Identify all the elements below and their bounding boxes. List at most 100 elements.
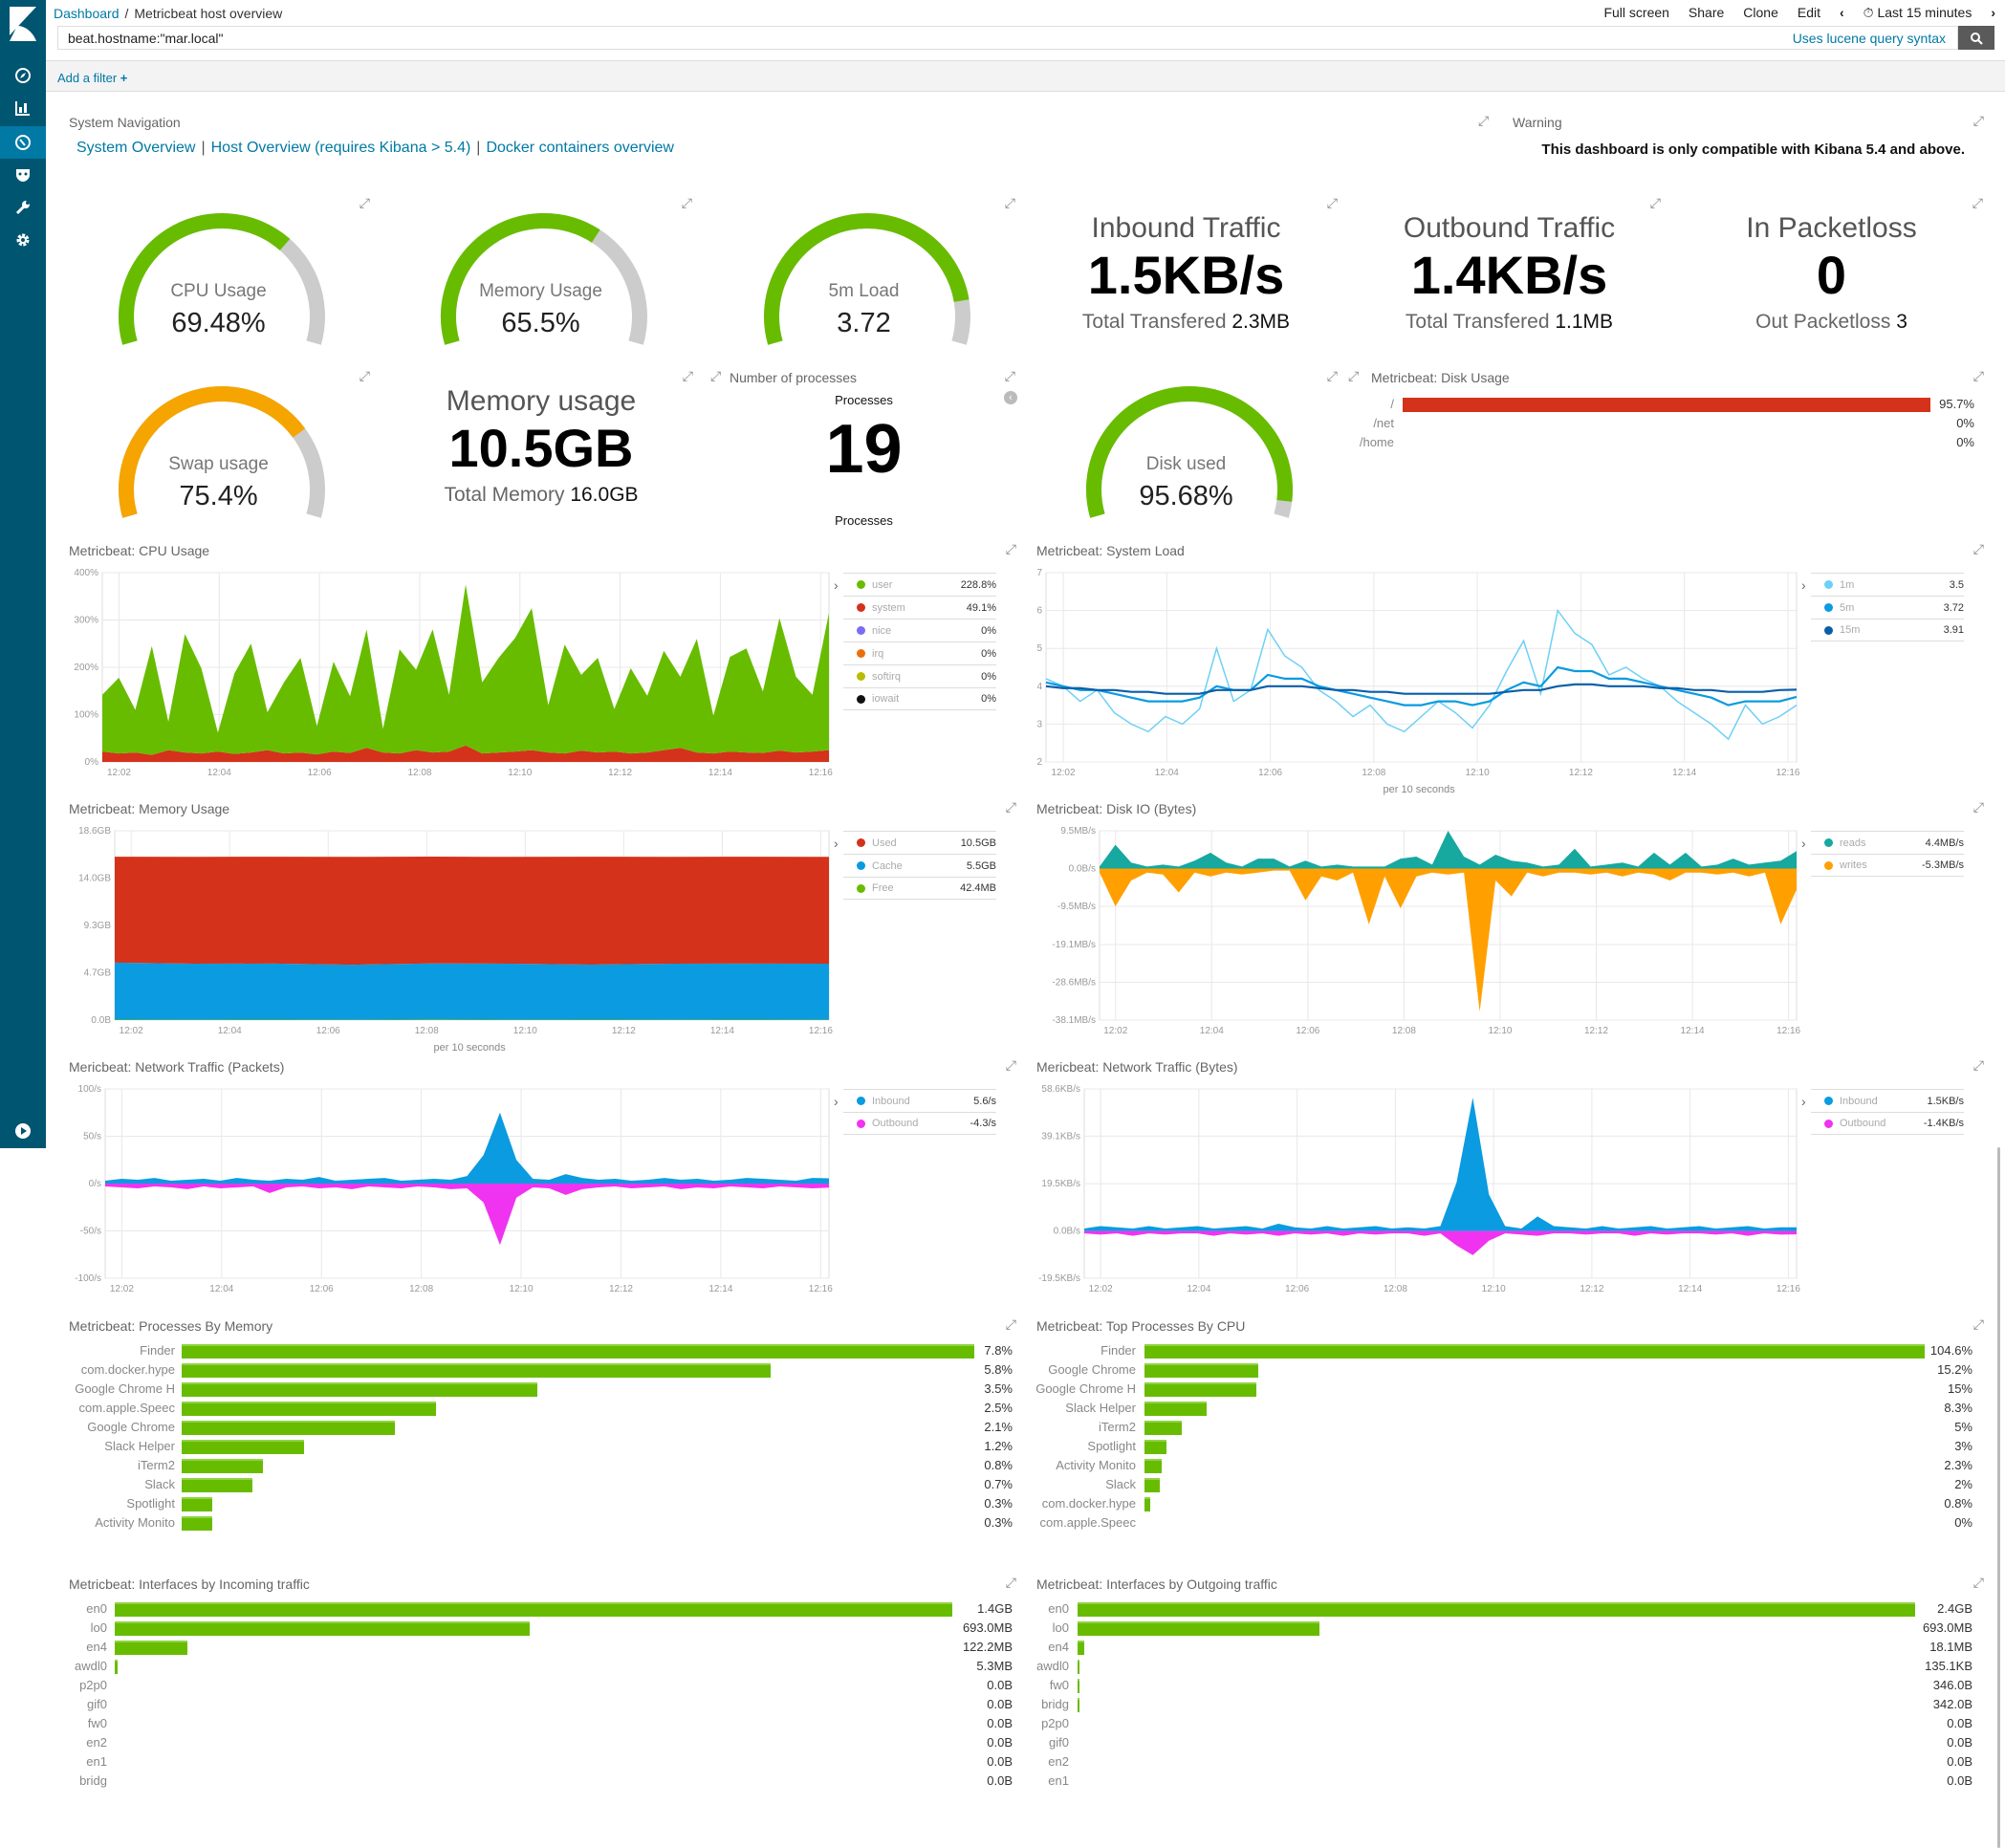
search-button[interactable] bbox=[1958, 26, 1994, 50]
breadcrumb-dashboard-link[interactable]: Dashboard bbox=[54, 5, 120, 21]
legend-item[interactable]: › Inbound 5.6/s bbox=[834, 1089, 996, 1112]
bar[interactable] bbox=[1144, 1459, 1162, 1473]
expand-icon[interactable]: ⤢ bbox=[1004, 368, 1015, 383]
bar[interactable] bbox=[182, 1402, 436, 1416]
bar[interactable] bbox=[1144, 1382, 1257, 1397]
bar-row[interactable]: iTerm2 0.8% bbox=[57, 1456, 1026, 1475]
sidebar-item-timelion[interactable] bbox=[0, 159, 46, 191]
legend-item[interactable]: › Used 10.5GB bbox=[834, 831, 996, 854]
bar[interactable] bbox=[1144, 1402, 1207, 1416]
kibana-logo-icon[interactable] bbox=[0, 0, 46, 48]
bar-row[interactable]: en4 18.1MB bbox=[1025, 1638, 1994, 1657]
expand-icon[interactable]: ⤢ bbox=[710, 368, 722, 383]
bar-row[interactable]: lo0 693.0MB bbox=[1025, 1619, 1994, 1638]
sidebar-collapse-button[interactable] bbox=[0, 1115, 46, 1147]
bar-row[interactable]: fw0 346.0B bbox=[1025, 1676, 1994, 1695]
bar-row[interactable]: en0 1.4GB bbox=[57, 1599, 1026, 1619]
bar-row[interactable]: com.apple.Speec 2.5% bbox=[57, 1399, 1026, 1418]
bar-row[interactable]: com.docker.hype 5.8% bbox=[57, 1360, 1026, 1380]
legend-item[interactable]: irq 0% bbox=[843, 641, 996, 664]
chevron-right-icon[interactable]: › bbox=[1801, 576, 1806, 593]
legend-item[interactable]: › reads 4.4MB/s bbox=[1801, 831, 1964, 854]
bar-row[interactable]: Google Chrome 15.2% bbox=[1025, 1360, 1994, 1380]
bar-row[interactable]: com.apple.Speec 0% bbox=[1025, 1513, 1994, 1533]
bar-row[interactable]: Spotlight 0.3% bbox=[57, 1494, 1026, 1513]
bar[interactable] bbox=[182, 1363, 772, 1378]
bar-row[interactable]: awdl0 135.1KB bbox=[1025, 1657, 1994, 1676]
bar-row[interactable]: Google Chrome H 15% bbox=[1025, 1380, 1994, 1399]
bar-row[interactable]: bridg 0.0B bbox=[57, 1772, 1026, 1791]
bar[interactable] bbox=[182, 1382, 537, 1397]
bar-row[interactable]: /home 0% bbox=[1348, 433, 1994, 452]
expand-icon[interactable]: ⤢ bbox=[1972, 1575, 1984, 1590]
host-overview-link[interactable]: Host Overview (requires Kibana > 5.4) bbox=[210, 140, 471, 156]
bar[interactable] bbox=[115, 1660, 119, 1674]
expand-icon[interactable]: ⤢ bbox=[1005, 1575, 1016, 1590]
bar[interactable] bbox=[1144, 1344, 1925, 1359]
bar[interactable] bbox=[1078, 1698, 1079, 1712]
bar-row[interactable]: lo0 693.0MB bbox=[57, 1619, 1026, 1638]
expand-icon[interactable]: ⤢ bbox=[681, 195, 692, 210]
legend-item[interactable]: › Inbound 1.5KB/s bbox=[1801, 1089, 1964, 1112]
expand-icon[interactable]: ⤢ bbox=[1972, 1316, 1984, 1332]
expand-icon[interactable]: ⤢ bbox=[1649, 195, 1661, 210]
bar[interactable] bbox=[1403, 398, 1930, 412]
bar[interactable] bbox=[115, 1641, 188, 1655]
bar-row[interactable]: Slack 2% bbox=[1025, 1475, 1994, 1494]
legend-item[interactable]: nice 0% bbox=[843, 619, 996, 641]
lucene-syntax-link[interactable]: Uses lucene query syntax bbox=[1792, 31, 1946, 46]
bar[interactable] bbox=[182, 1344, 974, 1359]
expand-icon[interactable]: ⤢ bbox=[1326, 368, 1338, 383]
legend-item[interactable]: Outbound -4.3/s bbox=[843, 1112, 996, 1135]
sidebar-item-management[interactable] bbox=[0, 224, 46, 256]
bar-row[interactable]: Activity Monito 0.3% bbox=[57, 1513, 1026, 1533]
legend-item[interactable]: 15m 3.91 bbox=[1811, 619, 1964, 641]
legend-item[interactable]: › user 228.8% bbox=[834, 573, 996, 596]
bar-row[interactable]: en1 0.0B bbox=[1025, 1772, 1994, 1791]
bar-row[interactable]: en1 0.0B bbox=[57, 1752, 1026, 1772]
page-scrollbar[interactable] bbox=[1997, 1147, 2000, 1848]
bar[interactable] bbox=[1078, 1602, 1915, 1617]
bar-row[interactable]: awdl0 5.3MB bbox=[57, 1657, 1026, 1676]
bar[interactable] bbox=[1144, 1363, 1258, 1378]
legend-item[interactable]: softirq 0% bbox=[843, 664, 996, 687]
bar-row[interactable]: Slack Helper 8.3% bbox=[1025, 1399, 1994, 1418]
query-input[interactable]: beat.hostname:"mar.local" Uses lucene qu… bbox=[57, 26, 1958, 50]
legend-item[interactable]: system 49.1% bbox=[843, 596, 996, 619]
bar[interactable] bbox=[1078, 1641, 1084, 1655]
clone-button[interactable]: Clone bbox=[1743, 5, 1778, 20]
bar[interactable] bbox=[1144, 1440, 1167, 1454]
time-next-button[interactable]: › bbox=[1991, 5, 1995, 20]
bar-row[interactable]: iTerm2 5% bbox=[1025, 1418, 1994, 1437]
expand-icon[interactable]: ⤢ bbox=[1972, 195, 1983, 210]
bar-row[interactable]: Activity Monito 2.3% bbox=[1025, 1456, 1994, 1475]
bar[interactable] bbox=[182, 1440, 304, 1454]
bar-row[interactable]: Slack 0.7% bbox=[57, 1475, 1026, 1494]
expand-icon[interactable]: ⤢ bbox=[682, 368, 693, 383]
bar[interactable] bbox=[1144, 1421, 1182, 1435]
edit-button[interactable]: Edit bbox=[1797, 5, 1820, 20]
expand-icon[interactable]: ⤢ bbox=[1348, 368, 1360, 383]
expand-icon[interactable]: ⤢ bbox=[359, 195, 370, 210]
expand-icon[interactable]: ⤢ bbox=[1005, 1057, 1016, 1073]
bar[interactable] bbox=[1144, 1478, 1160, 1492]
bar-row[interactable]: gif0 0.0B bbox=[1025, 1733, 1994, 1752]
bar-row[interactable]: Slack Helper 1.2% bbox=[57, 1437, 1026, 1456]
legend-item[interactable]: Outbound -1.4KB/s bbox=[1811, 1112, 1964, 1135]
bar[interactable] bbox=[182, 1478, 253, 1492]
share-button[interactable]: Share bbox=[1688, 5, 1725, 20]
legend-item[interactable]: writes -5.3MB/s bbox=[1811, 854, 1964, 877]
bar-row[interactable]: en2 0.0B bbox=[1025, 1752, 1994, 1772]
chevron-right-icon[interactable]: › bbox=[834, 835, 839, 851]
expand-icon[interactable]: ⤢ bbox=[1005, 799, 1016, 815]
bar-row[interactable]: Spotlight 3% bbox=[1025, 1437, 1994, 1456]
expand-icon[interactable]: ⤢ bbox=[359, 368, 370, 383]
full-screen-button[interactable]: Full screen bbox=[1603, 5, 1669, 20]
bar-row[interactable]: gif0 0.0B bbox=[57, 1695, 1026, 1714]
legend-item[interactable]: iowait 0% bbox=[843, 687, 996, 710]
sidebar-item-discover[interactable] bbox=[0, 59, 46, 92]
chevron-right-icon[interactable]: › bbox=[1801, 835, 1806, 851]
expand-icon[interactable]: ⤢ bbox=[1478, 113, 1490, 128]
chevron-right-icon[interactable]: › bbox=[834, 1093, 839, 1109]
bar-row[interactable]: p2p0 0.0B bbox=[57, 1676, 1026, 1695]
